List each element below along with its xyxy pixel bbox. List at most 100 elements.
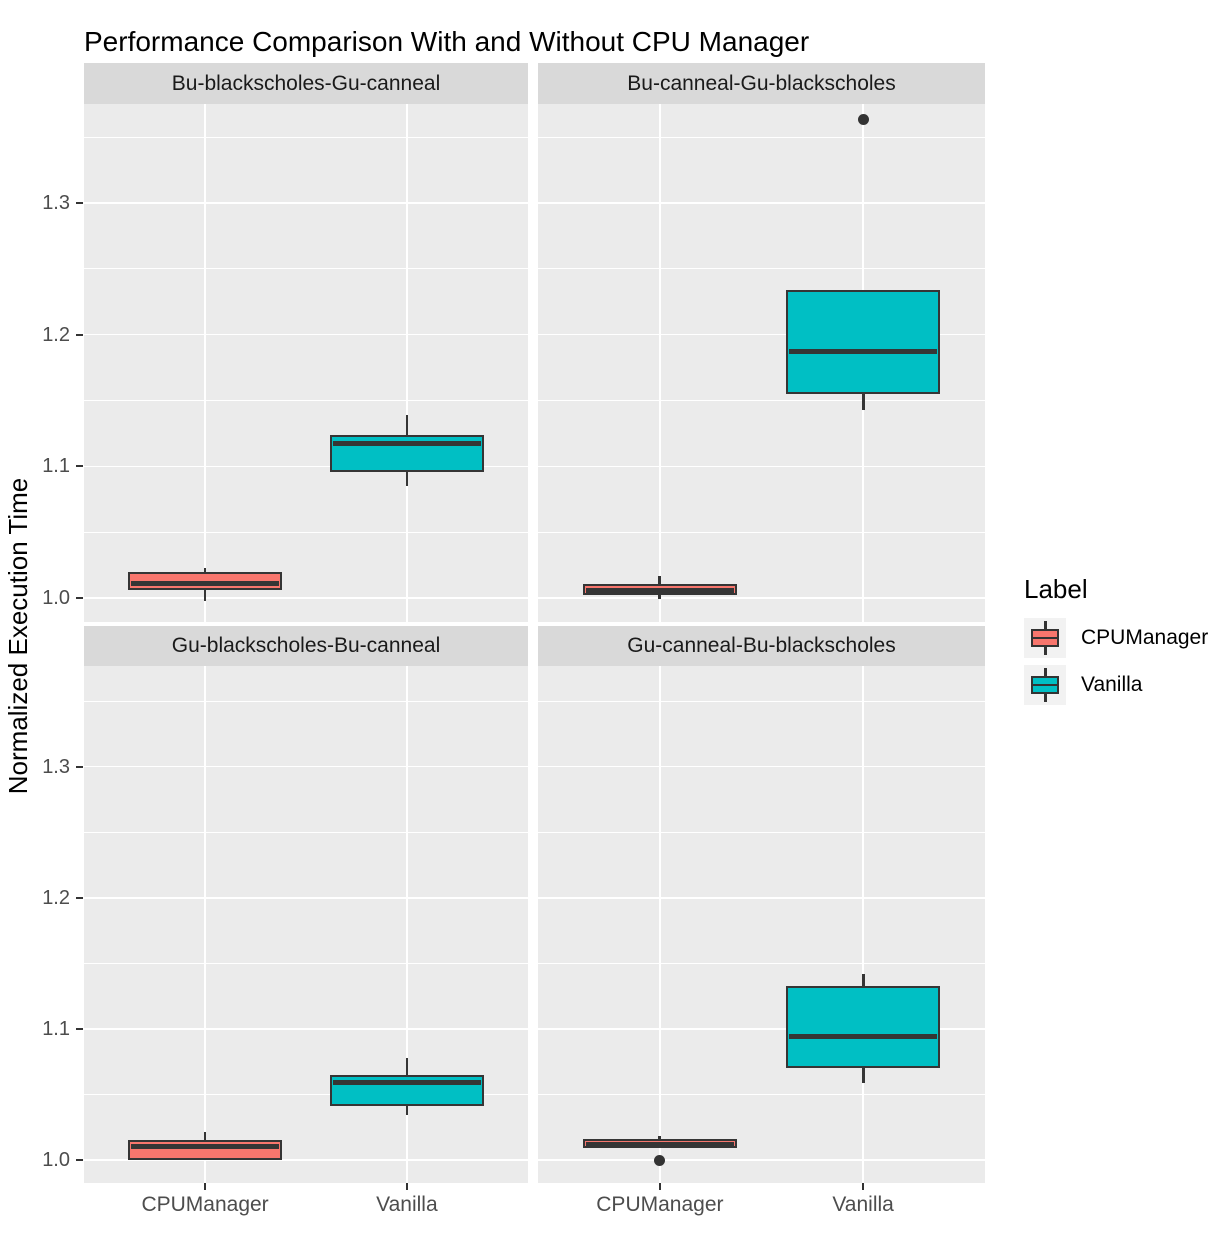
boxplot-median-line bbox=[788, 1034, 938, 1040]
gridline-major bbox=[538, 597, 985, 599]
gridline-major bbox=[84, 333, 528, 336]
gridline-vertical bbox=[406, 666, 408, 1183]
gridline-major bbox=[538, 1159, 985, 1161]
boxplot-median-line bbox=[585, 587, 735, 593]
x-tick-label: Vanilla bbox=[376, 1193, 438, 1216]
plot-title: Performance Comparison With and Without … bbox=[84, 26, 810, 57]
gridline-major bbox=[538, 897, 985, 899]
gridline-minor bbox=[538, 400, 985, 401]
glyph-box bbox=[1031, 676, 1059, 694]
gridline-minor bbox=[538, 531, 985, 533]
legend-title: Label bbox=[1024, 574, 1088, 604]
legend-label-cpumanager: CPUManager bbox=[1081, 626, 1209, 649]
facet-strip: Gu-canneal-Bu-blackscholes bbox=[538, 626, 985, 666]
facet-panel bbox=[538, 666, 985, 1183]
gridline-major bbox=[84, 597, 528, 599]
gridline-minor bbox=[84, 531, 528, 533]
y-tick-label: 1.3 bbox=[42, 191, 70, 214]
facet-strip: Gu-blackscholes-Bu-canneal bbox=[84, 626, 528, 666]
gridline-major bbox=[84, 1159, 528, 1161]
x-axis-tick bbox=[862, 1183, 865, 1190]
gridline-minor bbox=[538, 831, 985, 833]
gridline-vertical bbox=[659, 666, 661, 1183]
y-axis-tick bbox=[76, 1027, 83, 1030]
gridline-major bbox=[538, 202, 985, 204]
boxplot-median-line bbox=[585, 1141, 735, 1147]
gridline-minor bbox=[538, 136, 985, 138]
y-tick-label: 1.2 bbox=[42, 886, 70, 909]
gridline-minor bbox=[84, 400, 528, 401]
gridline-minor bbox=[84, 136, 528, 138]
gridline-major bbox=[538, 765, 985, 768]
legend-entry-cpumanager: CPUManager bbox=[1024, 618, 1208, 658]
boxplot-median-line bbox=[332, 441, 482, 447]
gridline-major bbox=[538, 333, 985, 336]
gridline-vertical bbox=[862, 666, 864, 1183]
gridline-vertical bbox=[659, 104, 661, 622]
boxplot-median-line bbox=[130, 581, 280, 586]
boxplot-lower-whisker bbox=[861, 393, 865, 410]
y-axis-tick bbox=[76, 465, 83, 468]
y-tick-label: 1.1 bbox=[42, 1017, 70, 1040]
boxplot-upper-whisker bbox=[203, 567, 207, 572]
y-axis-tick bbox=[76, 597, 83, 599]
y-axis-tick bbox=[76, 201, 83, 204]
gridline-minor bbox=[538, 1094, 985, 1095]
boxplot-median-line bbox=[332, 1080, 482, 1086]
gridline-major bbox=[84, 465, 528, 468]
boxplot-upper-whisker bbox=[405, 414, 409, 435]
gridline-vertical bbox=[204, 666, 206, 1183]
x-axis-tick bbox=[204, 1183, 207, 1190]
gridline-major bbox=[538, 1028, 985, 1030]
gridline-minor bbox=[84, 831, 528, 833]
y-axis-tick bbox=[76, 333, 83, 336]
outlier-point bbox=[654, 1154, 666, 1166]
glyph-box bbox=[1031, 629, 1059, 647]
y-tick-label: 1.1 bbox=[42, 455, 70, 478]
legend: Label CPUManager Vanilla bbox=[1024, 574, 1208, 712]
gridline-minor bbox=[538, 962, 985, 964]
gridline-major bbox=[84, 765, 528, 768]
glyph-median-line bbox=[1033, 636, 1057, 640]
y-axis-tick bbox=[76, 765, 83, 768]
boxplot-upper-whisker bbox=[203, 1132, 207, 1141]
boxplot-upper-whisker bbox=[658, 575, 662, 584]
x-tick-label: Vanilla bbox=[832, 1193, 894, 1216]
y-axis-tick bbox=[76, 1159, 83, 1161]
gridline-minor bbox=[84, 700, 528, 702]
outlier-point bbox=[857, 114, 869, 126]
gridline-minor bbox=[84, 962, 528, 964]
gridline-minor bbox=[84, 268, 528, 270]
boxplot-median-line bbox=[788, 349, 938, 355]
boxplot-lower-whisker bbox=[405, 471, 409, 487]
boxplot-box bbox=[329, 434, 484, 472]
boxplot-box bbox=[786, 289, 941, 394]
y-tick-label: 1.0 bbox=[42, 1149, 70, 1171]
gridline-major bbox=[84, 1028, 528, 1030]
x-axis-tick bbox=[658, 1183, 661, 1190]
gridline-minor bbox=[84, 1094, 528, 1095]
x-tick-label: CPUManager bbox=[141, 1193, 269, 1216]
boxplot-upper-whisker bbox=[405, 1057, 409, 1075]
legend-entry-vanilla: Vanilla bbox=[1024, 665, 1208, 705]
gridline-major bbox=[538, 465, 985, 468]
facet-panel bbox=[84, 104, 528, 622]
boxplot-lower-whisker bbox=[658, 595, 662, 600]
boxplot-upper-whisker bbox=[658, 1136, 662, 1139]
gridline-major bbox=[84, 897, 528, 899]
gridline-vertical bbox=[204, 104, 206, 622]
y-tick-label: 1.2 bbox=[42, 323, 70, 346]
facet-strip: Bu-blackscholes-Gu-canneal bbox=[84, 63, 528, 104]
boxplot-median-line bbox=[130, 1144, 280, 1150]
y-tick-label: 1.3 bbox=[42, 755, 70, 778]
y-tick-label: 1.0 bbox=[42, 587, 70, 609]
legend-label-vanilla: Vanilla bbox=[1081, 673, 1143, 696]
glyph-median-line bbox=[1033, 683, 1057, 687]
x-axis-tick bbox=[405, 1183, 408, 1190]
boxplot-glyph-icon bbox=[1024, 665, 1066, 705]
boxplot-box bbox=[329, 1074, 484, 1107]
boxplot-glyph-icon bbox=[1024, 618, 1066, 658]
boxplot-box bbox=[128, 1140, 283, 1160]
boxplot-lower-whisker bbox=[861, 1068, 865, 1083]
